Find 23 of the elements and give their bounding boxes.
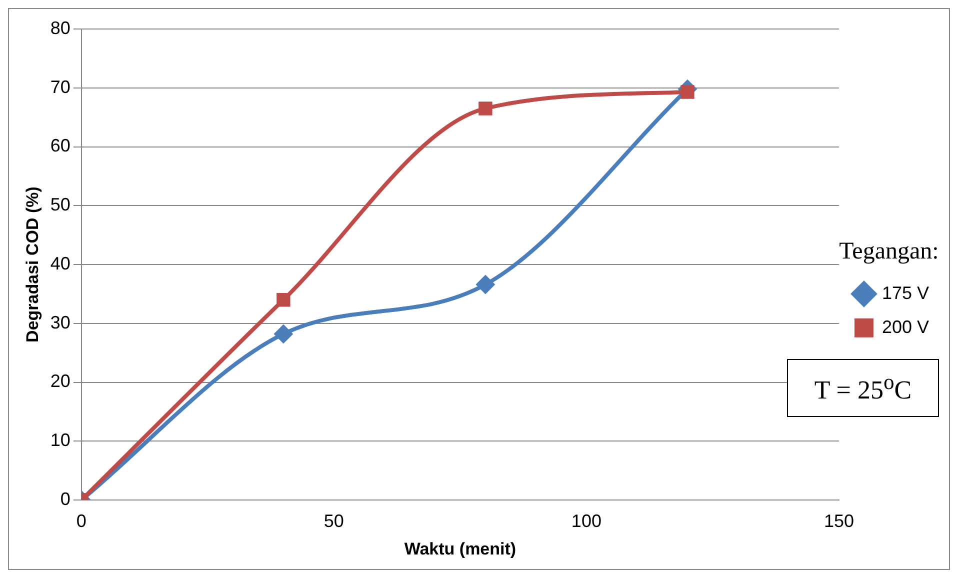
legend-title: Tegangan:	[839, 238, 939, 264]
y-tick-label: 80	[50, 18, 70, 38]
y-tick-label: 40	[50, 253, 70, 274]
x-tick-label: 0	[76, 510, 86, 531]
y-tick-label: 50	[50, 194, 70, 215]
x-axis-title: Waktu (menit)	[404, 539, 516, 558]
x-tick-label: 150	[824, 510, 854, 531]
point	[478, 102, 492, 116]
y-tick-label: 20	[50, 371, 70, 392]
point	[276, 292, 290, 307]
y-axis-title: Degradasi COD (%)	[22, 186, 42, 342]
x-tick-label: 50	[324, 510, 344, 531]
y-tick-label: 30	[50, 312, 70, 332]
point	[274, 324, 293, 344]
y-tick-label: 60	[50, 136, 70, 156]
y-tick-label: 10	[50, 430, 70, 450]
y-tick-label: 70	[50, 76, 70, 97]
x-tick-label: 100	[571, 510, 602, 531]
point	[476, 275, 495, 294]
legend-label: 200 V	[882, 316, 930, 337]
y-tick-label: 0	[60, 488, 70, 509]
legend-label: 175 V	[882, 282, 930, 303]
annotation: T = 25$^{o}$C	[787, 359, 939, 417]
